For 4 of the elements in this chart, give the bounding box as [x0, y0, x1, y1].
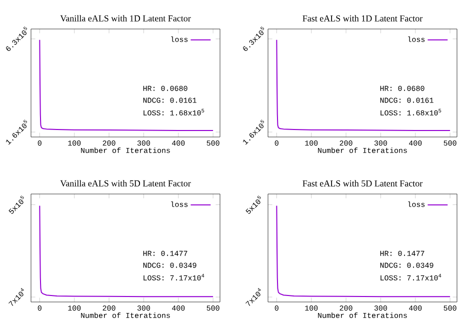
chart-title: Vanilla eALS with 5D Latent Factor	[60, 180, 191, 186]
chart-title: Vanilla eALS with 1D Latent Factor	[60, 15, 191, 22]
chart-title: Fast eALS with 1D Latent Factor	[302, 15, 423, 22]
chart-title: Fast eALS with 5D Latent Factor	[302, 180, 423, 186]
